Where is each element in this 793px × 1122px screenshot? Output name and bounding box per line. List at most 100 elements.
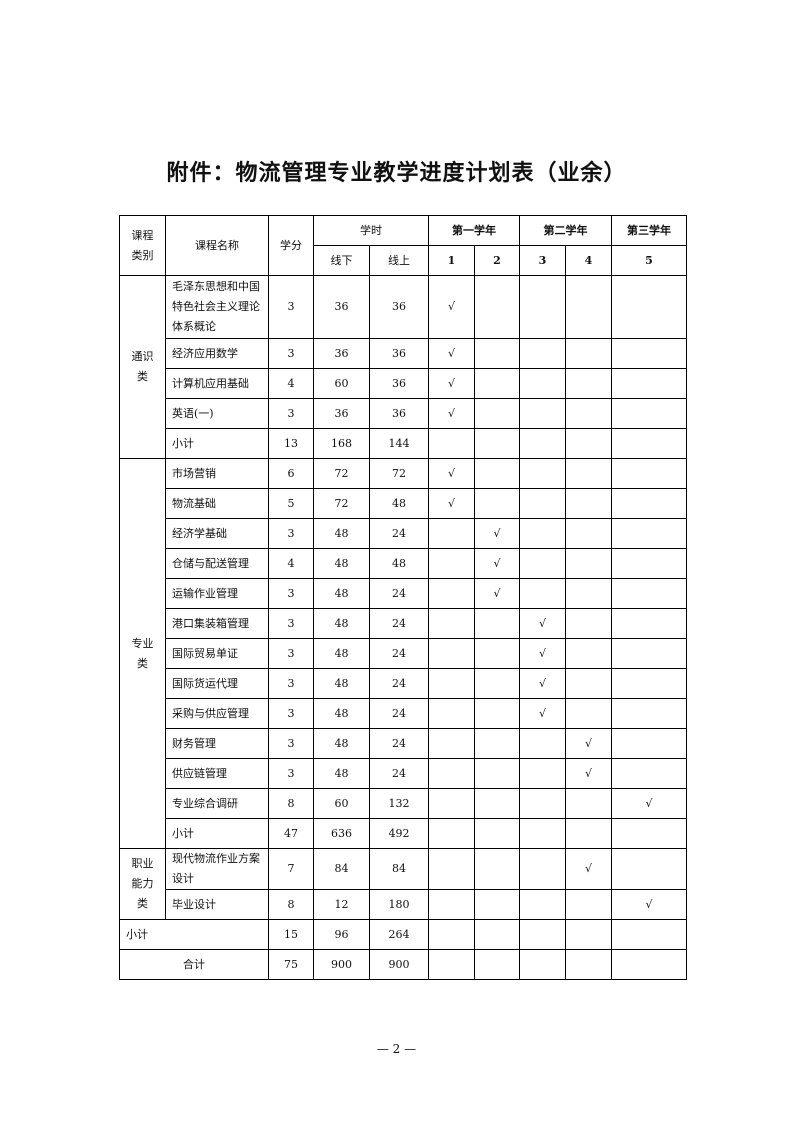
semester-1-cell: [428, 428, 475, 459]
semester-4-cell: [565, 398, 612, 429]
header-category: 课程类别: [119, 215, 166, 276]
course-name: 财务管理: [165, 728, 269, 759]
header-year-2: 第二学年: [519, 215, 612, 246]
header-semester-4: 4: [565, 245, 612, 276]
semester-1-cell: √: [428, 398, 475, 429]
semester-4-cell: [565, 698, 612, 729]
semester-5-cell: [611, 548, 687, 579]
schedule-table: 课程类别 课程名称 学分 学时 第一学年 第二学年 第三学年 线下 线上 1 2…: [119, 215, 687, 980]
semester-3-cell: [519, 848, 566, 890]
semester-4-cell: [565, 578, 612, 609]
offline-cell: 636: [313, 818, 370, 849]
semester-1-cell: √: [428, 488, 475, 519]
semester-2-cell: √: [474, 548, 520, 579]
semester-1-cell: [428, 668, 475, 699]
semester-3-cell: [519, 728, 566, 759]
online-cell: 84: [369, 848, 429, 890]
semester-2-cell: [474, 949, 520, 980]
online-cell: 492: [369, 818, 429, 849]
credits-cell: 8: [268, 889, 314, 920]
course-name: 经济学基础: [165, 518, 269, 549]
semester-3-cell: [519, 488, 566, 519]
semester-5-cell: [611, 428, 687, 459]
semester-4-cell: [565, 818, 612, 849]
offline-cell: 48: [313, 728, 370, 759]
semester-2-cell: [474, 818, 520, 849]
semester-2-cell: [474, 728, 520, 759]
online-cell: 36: [369, 398, 429, 429]
semester-5-cell: [611, 458, 687, 489]
header-offline: 线下: [313, 245, 370, 276]
table-row: 物流基础 5 72 48 √: [120, 488, 687, 519]
semester-2-cell: [474, 368, 520, 399]
offline-cell: 48: [313, 518, 370, 549]
online-cell: 24: [369, 578, 429, 609]
semester-2-cell: [474, 428, 520, 459]
offline-cell: 12: [313, 889, 370, 920]
semester-4-cell: [565, 788, 612, 819]
online-cell: 180: [369, 889, 429, 920]
semester-5-cell: √: [611, 889, 687, 920]
credits-cell: 8: [268, 788, 314, 819]
semester-5-cell: [611, 698, 687, 729]
offline-cell: 36: [313, 338, 370, 369]
semester-1-cell: [428, 949, 475, 980]
semester-5-cell: [611, 668, 687, 699]
semester-4-cell: [565, 428, 612, 459]
semester-2-cell: [474, 338, 520, 369]
table-row: 采购与供应管理 3 48 24 √: [120, 698, 687, 729]
online-cell: 36: [369, 368, 429, 399]
semester-1-cell: [428, 638, 475, 669]
semester-3-cell: [519, 919, 566, 950]
offline-cell: 48: [313, 758, 370, 789]
course-name: 物流基础: [165, 488, 269, 519]
header-credits: 学分: [268, 215, 314, 276]
semester-5-cell: [611, 949, 687, 980]
semester-5-cell: [611, 488, 687, 519]
semester-4-cell: [565, 919, 612, 950]
header-course-name: 课程名称: [165, 215, 269, 276]
table-row: 计算机应用基础 4 60 36 √: [120, 368, 687, 399]
credits-cell: 3: [268, 698, 314, 729]
semester-2-cell: [474, 698, 520, 729]
semester-1-cell: [428, 818, 475, 849]
offline-cell: 36: [313, 398, 370, 429]
semester-2-cell: [474, 638, 520, 669]
table-row: 英语(一) 3 36 36 √: [120, 398, 687, 429]
semester-5-cell: [611, 578, 687, 609]
semester-2-cell: [474, 889, 520, 920]
document-title: 附件：物流管理专业教学进度计划表（业余）: [166, 160, 627, 186]
semester-1-cell: √: [428, 275, 475, 339]
offline-cell: 48: [313, 638, 370, 669]
semester-3-cell: [519, 788, 566, 819]
semester-3-cell: [519, 818, 566, 849]
table-row: 仓储与配送管理 4 48 48 √: [120, 548, 687, 579]
credits-cell: 4: [268, 548, 314, 579]
course-name: 供应链管理: [165, 758, 269, 789]
course-name: 英语(一): [165, 398, 269, 429]
semester-2-cell: [474, 398, 520, 429]
credits-cell: 3: [268, 275, 314, 339]
semester-2-cell: [474, 275, 520, 339]
online-cell: 24: [369, 758, 429, 789]
semester-4-cell: [565, 458, 612, 489]
semester-3-cell: [519, 518, 566, 549]
course-name: 经济应用数学: [165, 338, 269, 369]
course-name: 运输作业管理: [165, 578, 269, 609]
offline-cell: 48: [313, 608, 370, 639]
semester-5-cell: [611, 848, 687, 890]
total-row: 合计 75 900 900: [119, 949, 687, 980]
credits-cell: 3: [268, 608, 314, 639]
semester-3-cell: [519, 368, 566, 399]
header-semester-5: 5: [611, 245, 687, 276]
semester-4-cell: √: [565, 728, 612, 759]
semester-1-cell: [428, 608, 475, 639]
table-row: 专业综合调研 8 60 132 √: [120, 788, 687, 819]
semester-1-cell: [428, 518, 475, 549]
offline-cell: 36: [313, 275, 370, 339]
semester-3-cell: √: [519, 698, 566, 729]
semester-3-cell: [519, 275, 566, 339]
offline-cell: 72: [313, 488, 370, 519]
credits-cell: 3: [268, 338, 314, 369]
online-cell: 36: [369, 275, 429, 339]
